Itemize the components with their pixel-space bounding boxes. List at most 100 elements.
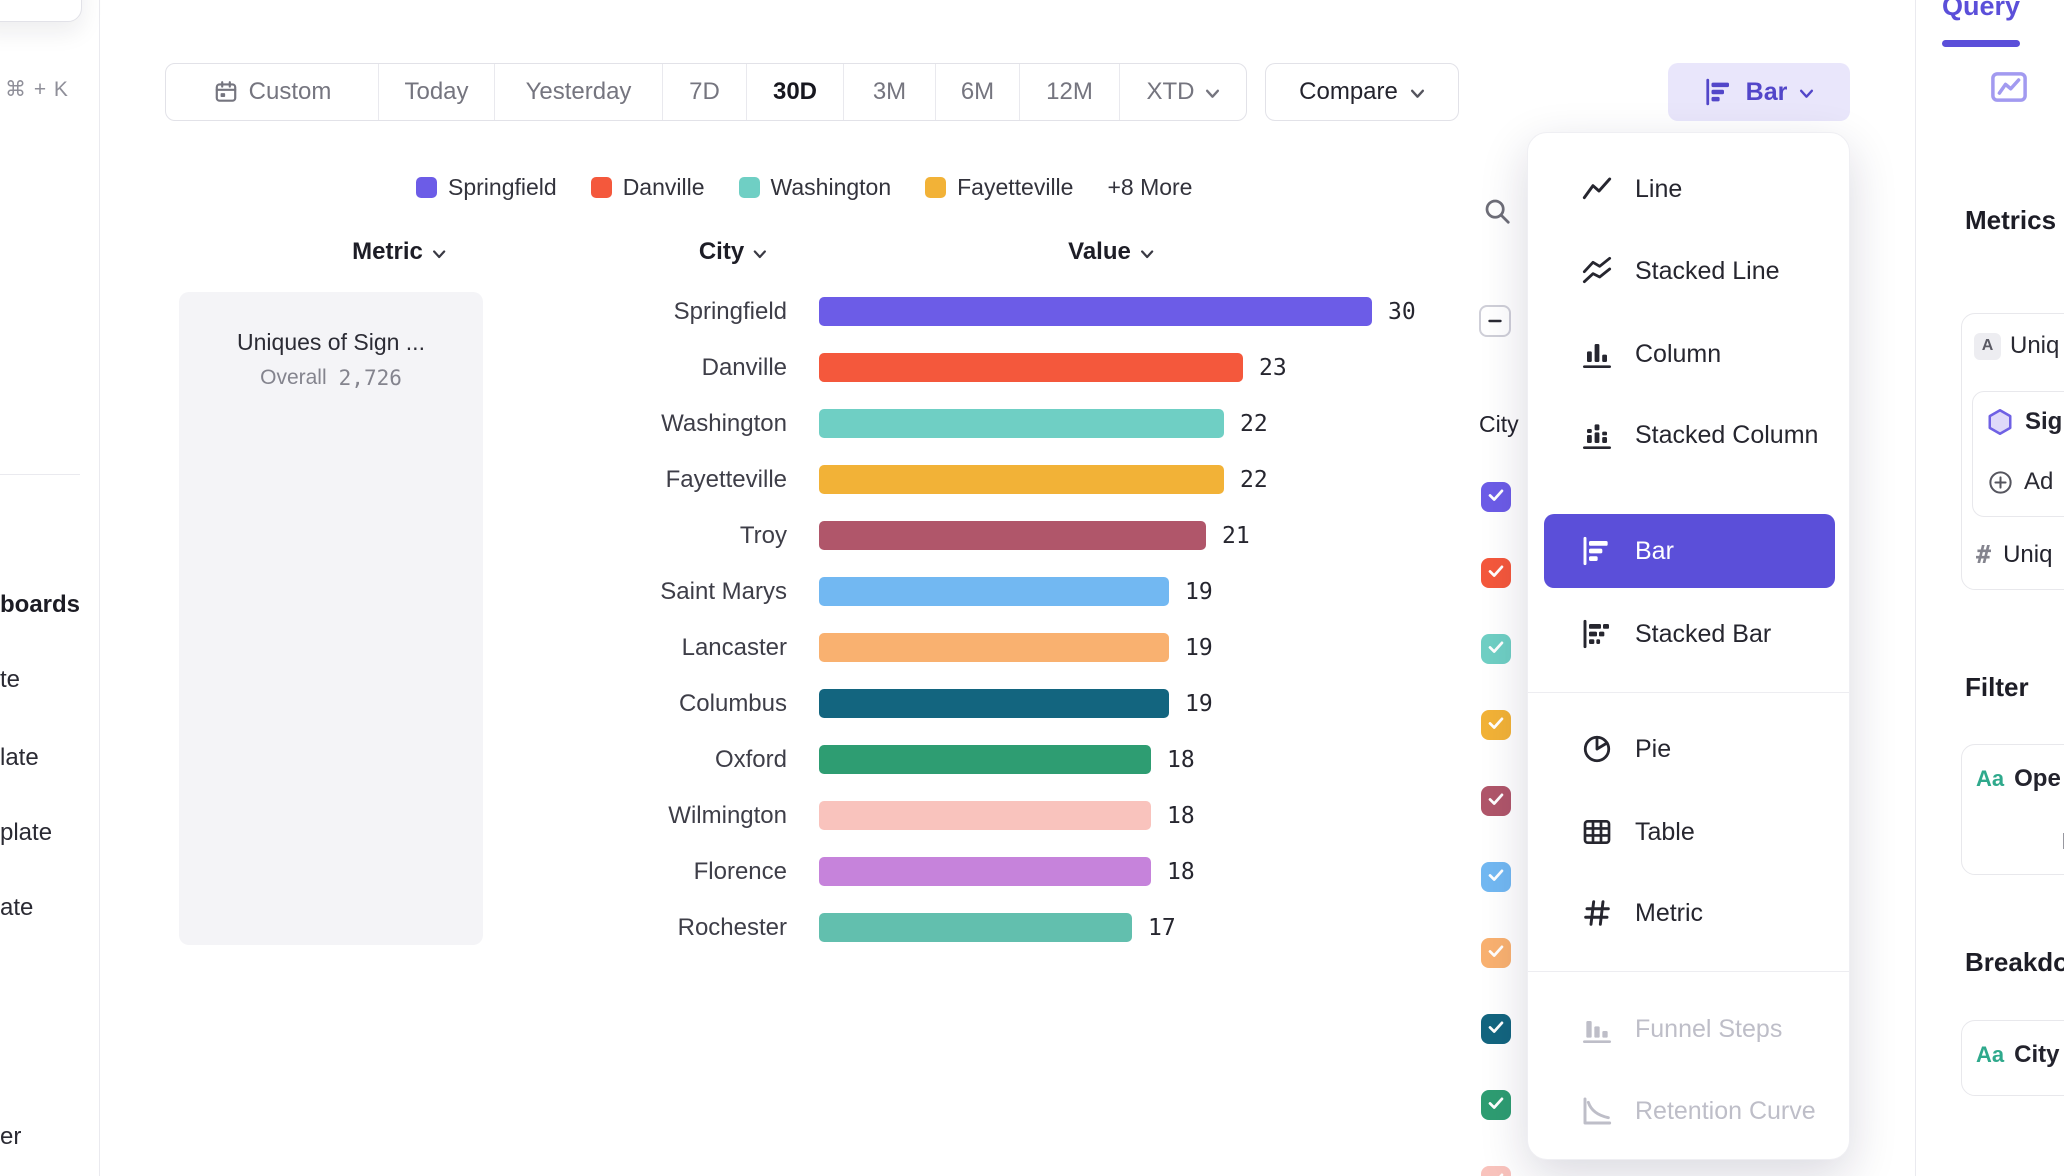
- bar[interactable]: [819, 913, 1132, 942]
- bar-value-label: 19: [1185, 635, 1213, 661]
- menu-item-label: Column: [1635, 339, 1722, 368]
- chart-type-button[interactable]: Bar: [1668, 63, 1850, 121]
- check-icon: [1485, 788, 1507, 815]
- menu-item-pie[interactable]: Pie: [1544, 719, 1835, 779]
- menu-item-stacked-bar[interactable]: Stacked Bar: [1544, 604, 1835, 664]
- city-checkbox[interactable]: [1481, 786, 1511, 816]
- city-checkbox[interactable]: [1481, 1090, 1511, 1120]
- tab-query[interactable]: Query: [1942, 0, 2021, 21]
- menu-item-funnel[interactable]: Funnel Steps: [1544, 999, 1835, 1059]
- check-icon: [1485, 560, 1507, 587]
- bar-value-label: 18: [1167, 803, 1195, 829]
- range-label: 12M: [1046, 78, 1093, 105]
- metric-title: Uniques of Sign ...: [237, 329, 425, 355]
- bar[interactable]: [819, 689, 1169, 718]
- metric-card[interactable]: Uniques of Sign ... Overall 2,726: [179, 292, 483, 945]
- bar[interactable]: [819, 297, 1372, 326]
- range-12m[interactable]: 12M: [1020, 64, 1120, 120]
- bar[interactable]: [819, 521, 1206, 550]
- column-icon: [1581, 338, 1613, 370]
- column-header-metric[interactable]: Metric: [352, 238, 446, 266]
- bar-category-label: Danville: [701, 354, 787, 381]
- bar-value-label: 19: [1185, 579, 1213, 605]
- pie-icon: [1581, 733, 1613, 765]
- range-6m[interactable]: 6M: [936, 64, 1020, 120]
- filter-card: Aa Ope Is i: [1961, 744, 2064, 875]
- city-checkbox[interactable]: [1481, 482, 1511, 512]
- measured-as-row[interactable]: # Uniq: [1976, 540, 2052, 569]
- bar-category-label: Rochester: [677, 914, 787, 941]
- menu-item-column[interactable]: Column: [1544, 324, 1835, 384]
- breakdown-property: City: [2014, 1041, 2060, 1068]
- legend-item[interactable]: Washington: [738, 174, 891, 201]
- bar[interactable]: [819, 633, 1169, 662]
- bar-category-label: Oxford: [714, 746, 787, 773]
- bar[interactable]: [819, 409, 1224, 438]
- bar[interactable]: [819, 857, 1151, 886]
- sidebar-item[interactable]: plate: [0, 819, 53, 846]
- compare-button[interactable]: Compare: [1265, 63, 1459, 121]
- menu-item-stacked-line[interactable]: Stacked Line: [1544, 241, 1835, 301]
- menu-item-label: Retention Curve: [1635, 1096, 1816, 1125]
- divider: [0, 474, 80, 475]
- event-card: Sig Ad: [1972, 391, 2064, 517]
- range-custom[interactable]: Custom: [166, 64, 379, 120]
- range-yesterday[interactable]: Yesterday: [495, 64, 663, 120]
- chevron-down-icon: [432, 249, 446, 259]
- filter-operator-row[interactable]: Is i: [2061, 828, 2064, 855]
- column-header-city[interactable]: City: [699, 238, 767, 266]
- city-checkbox[interactable]: [1481, 558, 1511, 588]
- breakdown-property-row[interactable]: Aa City: [1976, 1041, 2059, 1069]
- range-label: Custom: [248, 78, 332, 105]
- bar[interactable]: [819, 577, 1169, 606]
- legend-more[interactable]: +8 More: [1107, 173, 1193, 200]
- sidebar-item[interactable]: er: [0, 1123, 22, 1150]
- range-30d[interactable]: 30D: [747, 64, 844, 120]
- range-today[interactable]: Today: [379, 64, 495, 120]
- city-checkbox[interactable]: [1481, 862, 1511, 892]
- filter-property: Ope: [2014, 765, 2061, 792]
- range-label: 7D: [689, 78, 720, 105]
- bar[interactable]: [819, 745, 1151, 774]
- menu-item-retention[interactable]: Retention Curve: [1544, 1081, 1835, 1141]
- range-xtd[interactable]: XTD: [1120, 64, 1246, 120]
- menu-item-stacked-column[interactable]: Stacked Column: [1544, 405, 1835, 465]
- column-header-value[interactable]: Value: [1068, 238, 1154, 266]
- sidebar-item[interactable]: ate: [0, 894, 34, 921]
- city-checkbox[interactable]: [1481, 1014, 1511, 1044]
- metric-row[interactable]: A Uniq: [1974, 332, 2059, 360]
- bar-value-label: 22: [1240, 411, 1268, 437]
- bar[interactable]: [819, 353, 1243, 382]
- menu-item-line[interactable]: Line: [1544, 159, 1835, 219]
- sidebar-item[interactable]: late: [0, 744, 39, 771]
- sidebar-item[interactable]: te: [0, 666, 21, 693]
- legend-item[interactable]: Danville: [590, 174, 705, 201]
- sidebar-item[interactable]: boards: [0, 591, 81, 618]
- menu-item-metric[interactable]: Metric: [1544, 883, 1835, 943]
- search-icon[interactable]: [1482, 196, 1512, 226]
- legend-item[interactable]: Fayetteville: [925, 174, 1073, 201]
- menu-item-table[interactable]: Table: [1544, 802, 1835, 862]
- event-row[interactable]: Sig: [1985, 407, 2062, 437]
- bar[interactable]: [819, 465, 1224, 494]
- range-label: Today: [404, 78, 469, 105]
- city-checkbox[interactable]: [1481, 634, 1511, 664]
- city-checkbox[interactable]: [1481, 938, 1511, 968]
- filter-property-row[interactable]: Aa Ope: [1976, 765, 2061, 793]
- menu-item-label: Bar: [1635, 536, 1674, 565]
- city-checkbox[interactable]: [1481, 710, 1511, 740]
- property-type-badge: Aa: [1976, 766, 2005, 791]
- legend-item[interactable]: Springfield: [416, 174, 557, 201]
- range-3m[interactable]: 3M: [844, 64, 936, 120]
- collapse-button[interactable]: [1479, 305, 1511, 337]
- range-7d[interactable]: 7D: [663, 64, 747, 120]
- bar-category-label: Columbus: [678, 690, 787, 717]
- add-row[interactable]: Ad: [1987, 468, 2053, 496]
- menu-item-label: Stacked Column: [1635, 420, 1819, 449]
- menu-item-bar[interactable]: Bar: [1544, 514, 1835, 588]
- city-checkbox[interactable]: [1481, 1166, 1511, 1176]
- bar[interactable]: [819, 801, 1151, 830]
- metric-overall: Overall 2,726: [179, 366, 483, 390]
- metrics-card: A Uniq Sig Ad # Uniq: [1961, 313, 2064, 590]
- chevron-down-icon: [753, 249, 767, 259]
